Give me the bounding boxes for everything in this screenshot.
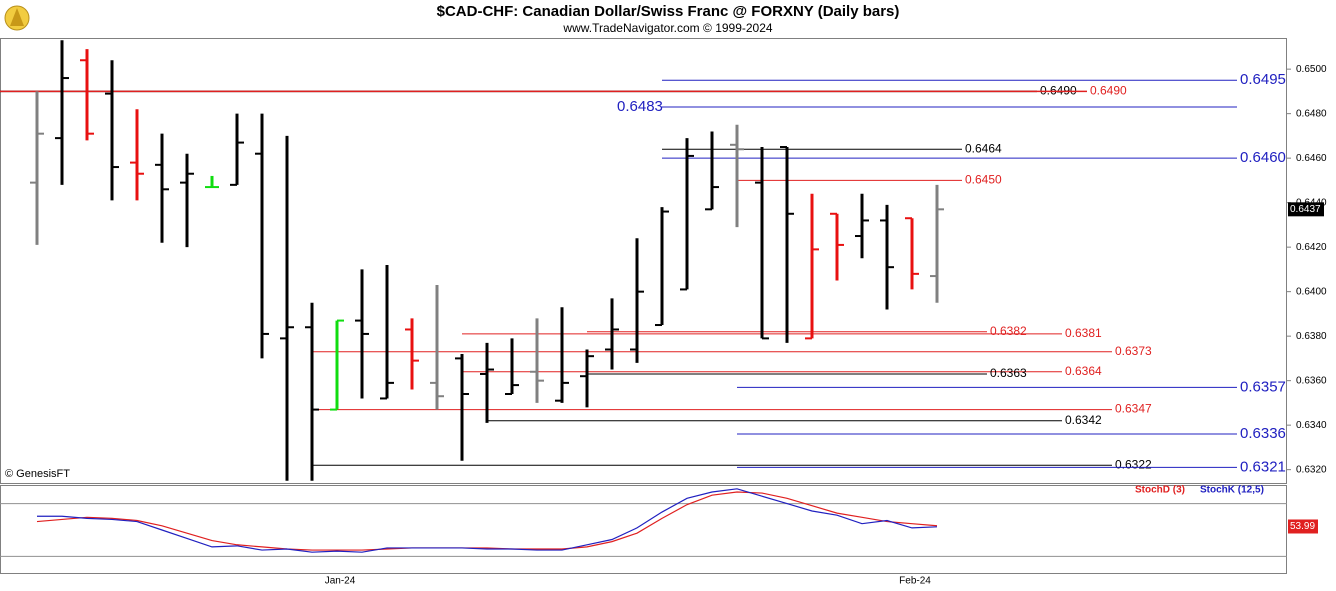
last-price-label: 0.6437 (1290, 204, 1321, 215)
chart-title: $CAD-CHF: Canadian Dollar/Swiss Franc @ … (437, 3, 900, 20)
y-tick-label: 0.6400 (1296, 286, 1327, 297)
level-label: 0.6322 (1115, 457, 1152, 471)
level-label: 0.6450 (965, 173, 1002, 187)
y-tick-label: 0.6380 (1296, 331, 1327, 342)
legend-entry: StochK (12,5) (1200, 485, 1264, 496)
level-label: 0.6483 (617, 98, 663, 115)
y-tick-label: 0.6340 (1296, 420, 1327, 431)
y-tick-label: 0.6480 (1296, 108, 1327, 119)
indicator-line (37, 488, 938, 553)
level-label: 0.6495 (1240, 71, 1286, 88)
source-note: © GenesisFT (5, 468, 70, 480)
level-label: 0.6363 (990, 366, 1027, 380)
y-tick-label: 0.6320 (1296, 464, 1327, 475)
chart-subtitle: www.TradeNavigator.com © 1999-2024 (562, 21, 772, 35)
level-label: 0.6373 (1115, 344, 1152, 358)
indicator-panel (0, 485, 1287, 574)
y-tick-label: 0.6360 (1296, 375, 1327, 386)
price-panel (0, 38, 1287, 484)
last-price-box (1288, 202, 1324, 217)
level-label: 0.6336 (1240, 425, 1286, 442)
level-label: 0.6342 (1065, 413, 1102, 427)
level-label: 0.6364 (1065, 364, 1102, 378)
logo (4, 5, 30, 31)
level-label: 0.6347 (1115, 402, 1152, 416)
level-label: 0.6382 (990, 324, 1027, 338)
last-value-box (1288, 519, 1318, 534)
y-tick-label: 0.6460 (1296, 153, 1327, 164)
level-label: 0.6490 (1090, 84, 1127, 98)
level-label: 0.6381 (1065, 326, 1102, 340)
y-tick-label: 0.6420 (1296, 242, 1327, 253)
level-label: 0.6460 (1240, 149, 1286, 166)
x-tick-label: Feb-24 (899, 576, 931, 587)
level-label: 0.6321 (1240, 458, 1286, 475)
level-label: 0.6357 (1240, 378, 1286, 395)
level-label: 0.6490 (1040, 84, 1077, 98)
indicator-line (36, 491, 938, 551)
last-value-label: 53.99 (1290, 521, 1315, 532)
x-tick-label: Jan-24 (325, 576, 356, 587)
legend-entry: StochD (3) (1135, 485, 1185, 496)
y-tick-label: 0.6500 (1296, 64, 1327, 75)
level-label: 0.6464 (965, 141, 1002, 155)
